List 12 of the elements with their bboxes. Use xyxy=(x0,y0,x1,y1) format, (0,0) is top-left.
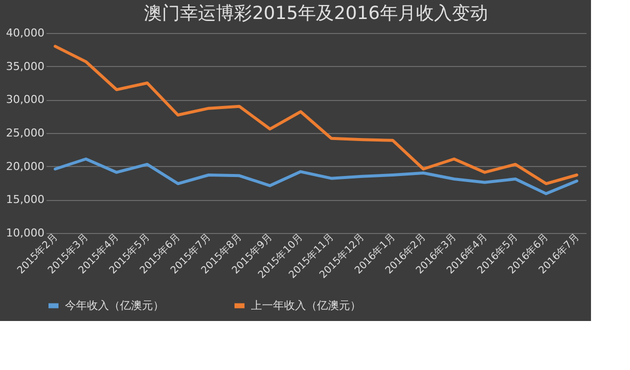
y-tick-label: 15,000 xyxy=(6,193,44,206)
legend-label: 今年收入（亿澳元） xyxy=(65,298,164,312)
y-tick-label: 40,000 xyxy=(6,26,44,40)
line-series xyxy=(54,44,578,186)
y-tick-label: 20,000 xyxy=(6,160,44,173)
y-tick-label: 35,000 xyxy=(6,60,44,73)
y-tick-label: 25,000 xyxy=(6,126,44,140)
line-series xyxy=(54,158,578,196)
legend-label: 上一年收入（亿澳元） xyxy=(251,298,361,312)
chart-title: 澳门幸运博彩2015年及2016年月收入变动 xyxy=(144,3,488,24)
y-tick-label: 30,000 xyxy=(6,93,44,106)
y-tick-label: 10,000 xyxy=(6,226,44,240)
